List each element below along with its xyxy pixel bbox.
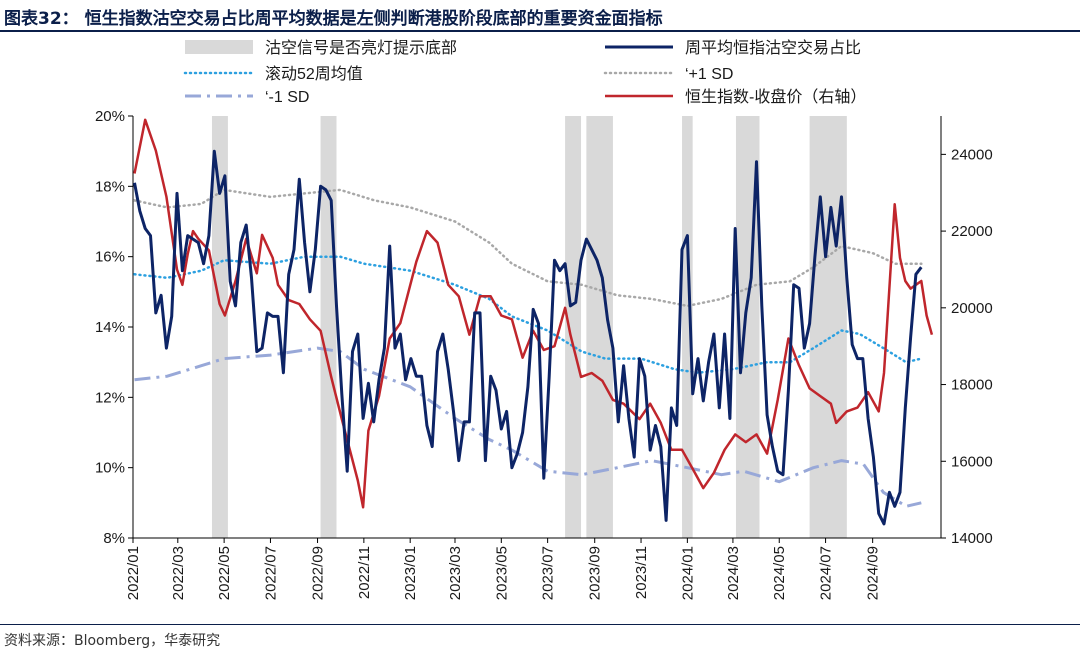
series-line-rolling-mean bbox=[133, 255, 923, 374]
legend-label: 滚动52周均值 bbox=[265, 65, 363, 83]
signal-band bbox=[211, 116, 228, 538]
x-tick-label: 2023/03 bbox=[447, 546, 464, 600]
y-right-tick-label: 18000 bbox=[951, 377, 993, 394]
y-right-tick-label: 14000 bbox=[951, 530, 993, 547]
signal-band bbox=[682, 116, 693, 538]
y-right-tick-label: 20000 bbox=[951, 300, 993, 317]
legend-swatch-signal bbox=[185, 40, 253, 54]
legend-label: ‘-1 SD bbox=[265, 89, 309, 106]
x-tick-label: 2022/07 bbox=[262, 546, 279, 600]
y-left-tick-label: 20% bbox=[95, 108, 125, 125]
x-tick-label: 2024/05 bbox=[771, 546, 788, 600]
y-left-tick-label: 16% bbox=[95, 249, 125, 266]
footer-rule bbox=[0, 624, 1080, 625]
x-tick-label: 2023/01 bbox=[402, 546, 419, 600]
legend-label: 周平均恒指沽空交易占比 bbox=[685, 39, 861, 57]
y-left-tick-label: 14% bbox=[95, 319, 125, 336]
x-tick-label: 2023/09 bbox=[587, 546, 604, 600]
y-right-tick-label: 24000 bbox=[951, 146, 993, 163]
legend-label: ‘+1 SD bbox=[685, 66, 733, 83]
axes: 8% 10% 12% 14% 16% 18% 20% 14000 16000 18000 20000… bbox=[95, 108, 993, 600]
signal-band bbox=[565, 116, 582, 538]
legend-label: 恒生指数-收盘价（右轴） bbox=[685, 87, 866, 106]
y-left-tick-label: 12% bbox=[95, 389, 125, 406]
y-right-tick-label: 22000 bbox=[951, 223, 993, 240]
legend-label: 沽空信号是否亮灯提示底部 bbox=[265, 39, 457, 57]
series-line-short-ratio bbox=[133, 149, 923, 526]
title-underline bbox=[0, 30, 1080, 32]
chart-title: 图表32： 恒生指数沽空交易占比周平均数据是左侧判断港股阶段底部的重要资金面指标 bbox=[4, 9, 663, 29]
series-lines bbox=[133, 118, 934, 526]
x-tick-label: 2024/07 bbox=[818, 546, 835, 600]
x-tick-label: 2023/05 bbox=[493, 546, 510, 600]
y-left-tick-label: 18% bbox=[95, 178, 125, 195]
series-line-plus-sd bbox=[133, 188, 923, 308]
x-tick-label: 2022/09 bbox=[310, 546, 327, 600]
x-tick-label: 2022/05 bbox=[216, 546, 233, 600]
x-tick-label: 2024/09 bbox=[865, 546, 882, 600]
x-tick-label: 2023/11 bbox=[633, 546, 650, 599]
chart-svg: 8% 10% 12% 14% 16% 18% 20% 14000 16000 18000 20000… bbox=[95, 39, 993, 600]
x-tick-label: 2022/03 bbox=[170, 546, 187, 600]
y-left-tick-label: 10% bbox=[95, 460, 125, 477]
y-right-tick-label: 16000 bbox=[951, 453, 993, 470]
series-line-minus-sd bbox=[134, 346, 922, 508]
y-left-tick-label: 8% bbox=[103, 530, 125, 547]
x-tick-label: 2024/01 bbox=[679, 546, 696, 600]
x-tick-label: 2022/01 bbox=[125, 546, 142, 600]
x-tick-label: 2024/03 bbox=[725, 546, 742, 600]
signal-band bbox=[320, 116, 337, 538]
source-note: 资料来源：Bloomberg，华泰研究 bbox=[4, 633, 221, 649]
x-tick-label: 2023/07 bbox=[540, 546, 557, 600]
x-tick-label: 2022/11 bbox=[356, 546, 373, 599]
signal-band bbox=[809, 116, 847, 538]
